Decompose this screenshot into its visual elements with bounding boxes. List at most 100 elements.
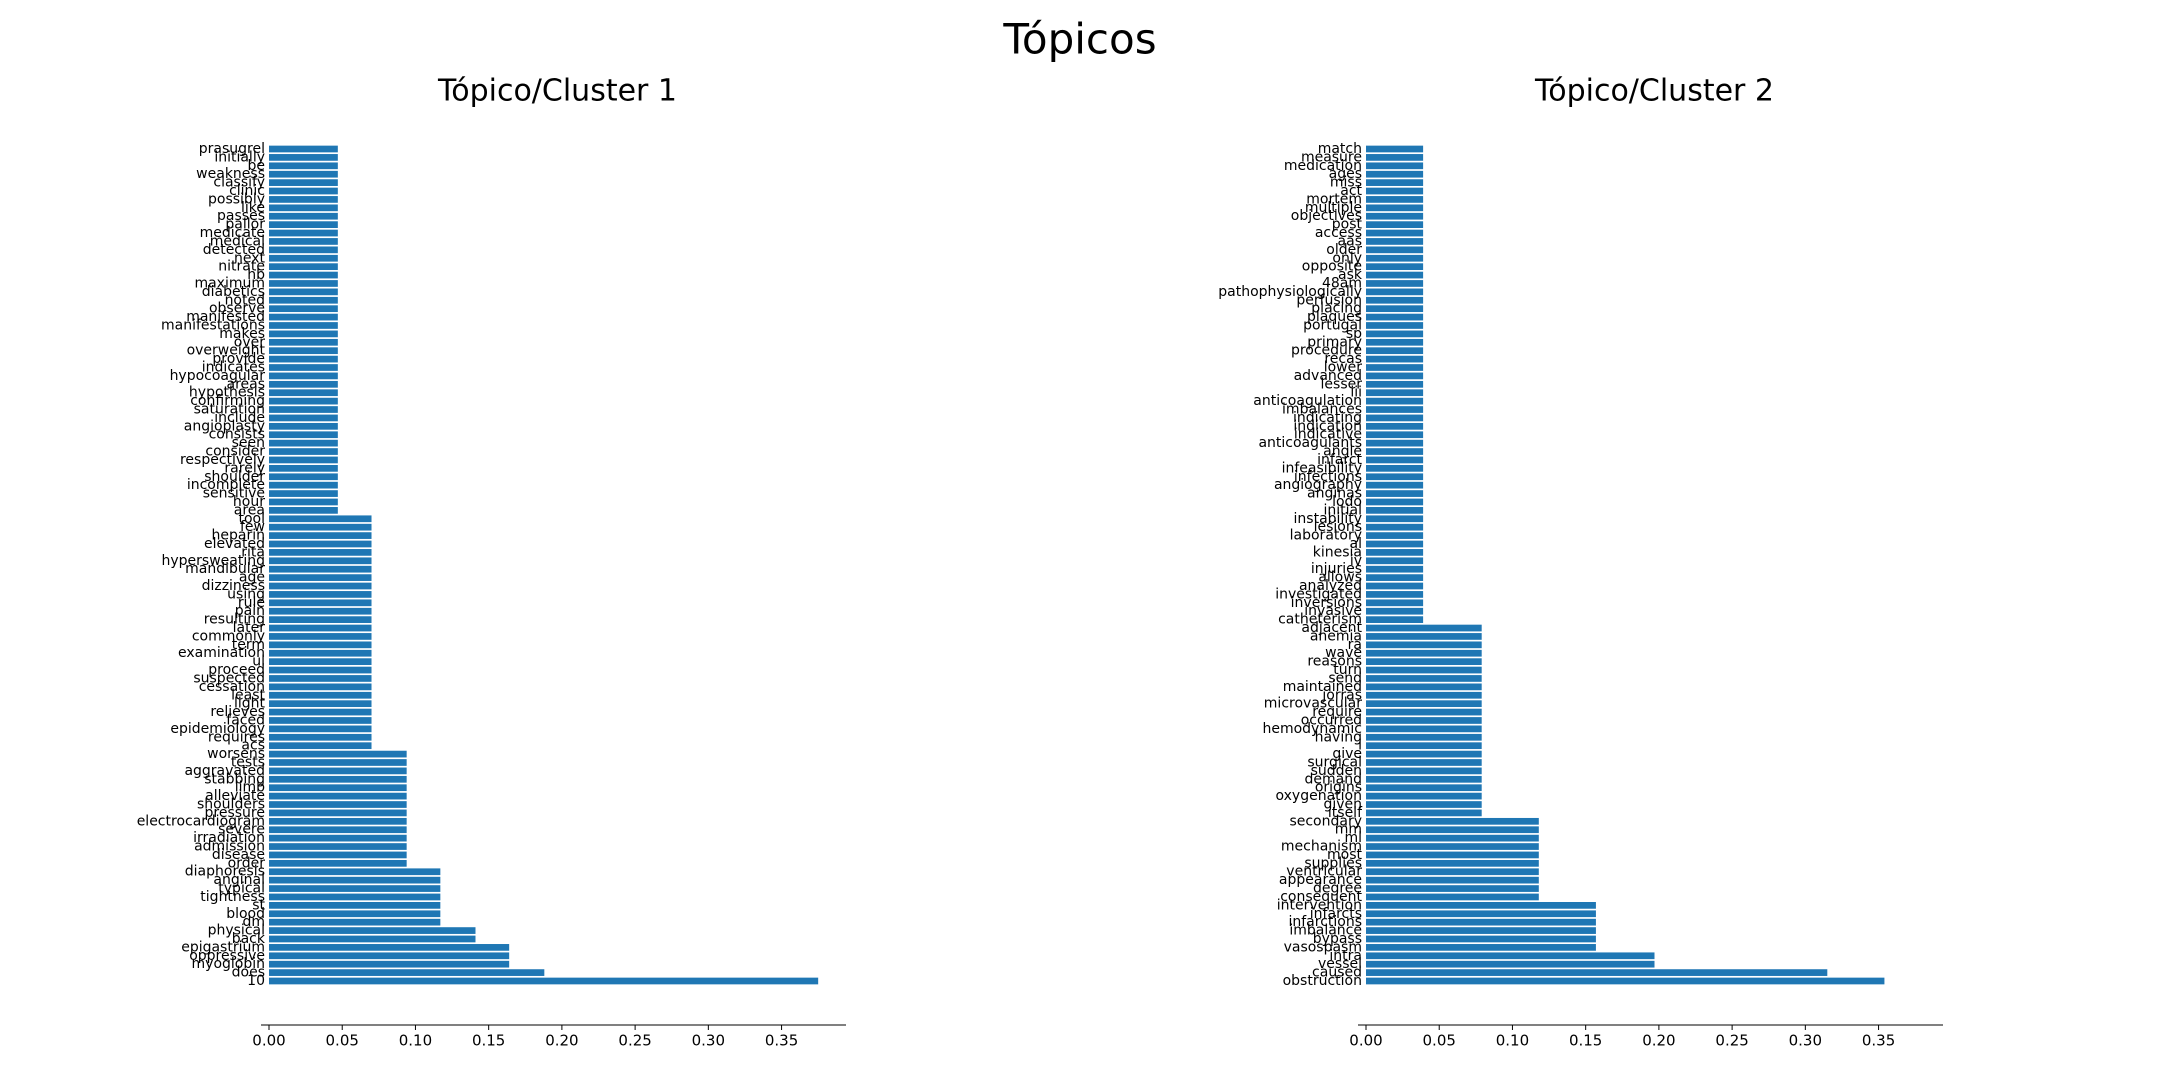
y-tick-label: hypothesis: [189, 385, 265, 401]
bar: [269, 969, 545, 976]
y-tick-label: wave: [1325, 645, 1362, 661]
y-tick-label: match: [1318, 141, 1362, 157]
y-tick-label: angle: [1323, 444, 1362, 460]
bar: [1366, 238, 1424, 245]
y-tick-label: seen: [232, 435, 265, 451]
y-tick-label: anticoagulants: [1258, 435, 1362, 451]
bar: [1366, 969, 1828, 976]
bar: [269, 246, 338, 254]
y-tick-label: measure: [1301, 149, 1362, 165]
y-tick-label: tool: [238, 511, 265, 527]
y-tick-label: confirming: [190, 393, 265, 409]
bar: [1366, 305, 1424, 313]
bar: [269, 927, 476, 934]
y-tick-label: back: [232, 931, 266, 947]
bar: [1366, 691, 1482, 699]
bar: [269, 347, 338, 355]
x-tick-label: 0.25: [1715, 1032, 1748, 1050]
bar: [1366, 280, 1424, 287]
y-tick-label: surgical: [1307, 754, 1362, 770]
bar: [1366, 591, 1424, 598]
bar: [1366, 355, 1424, 363]
bar: [269, 355, 338, 363]
bar: [1366, 179, 1424, 186]
y-tick-label: only: [1332, 250, 1362, 266]
bar: [1366, 910, 1596, 918]
y-tick-label: 10: [247, 973, 265, 989]
bar: [1366, 473, 1424, 481]
bar: [1366, 439, 1424, 447]
y-tick-label: sp: [1346, 326, 1362, 342]
y-tick-label: faced: [226, 712, 265, 728]
bar: [1366, 683, 1482, 691]
bar: [1366, 851, 1539, 859]
y-tick-label: adjacent: [1301, 620, 1362, 636]
chart-title: Tópico/Cluster 1: [437, 74, 677, 109]
y-tick-label: overweight: [187, 343, 266, 359]
y-tick-label: hypersweating: [162, 553, 266, 569]
y-tick-label: over: [234, 334, 265, 350]
y-tick-label: maximum: [194, 275, 265, 291]
y-tick-label: initial: [1324, 502, 1363, 518]
y-tick-label: anemia: [1310, 628, 1362, 644]
y-tick-label: miss: [1330, 175, 1362, 191]
y-tick-label: manifestations: [161, 317, 265, 333]
y-tick-label: proceed: [208, 662, 265, 678]
bar: [269, 792, 407, 800]
y-tick-label: degree: [1313, 881, 1362, 897]
bar: [1366, 641, 1482, 649]
bar: [1366, 364, 1424, 371]
y-tick-label: opposite: [1302, 259, 1362, 275]
y-tick-label: does: [232, 965, 265, 981]
y-tick-label: lodo: [1332, 494, 1362, 510]
bar: [269, 759, 407, 766]
bar: [1366, 977, 1885, 985]
y-tick-label: catheterism: [1278, 612, 1362, 628]
y-tick-label: dizziness: [202, 578, 265, 594]
y-tick-label: irradiation: [193, 830, 265, 846]
bar: [1366, 221, 1424, 228]
figure-title: Tópicos: [1002, 15, 1156, 64]
y-tick-label: requires: [208, 729, 265, 745]
y-tick-label: give: [1332, 746, 1362, 762]
y-tick-label: hb: [247, 267, 265, 283]
bar: [269, 490, 338, 497]
bar: [1366, 633, 1482, 640]
bar: [269, 582, 372, 590]
y-tick-label: aas: [1338, 233, 1362, 249]
bar: [269, 296, 338, 304]
y-tick-label: rule: [238, 595, 265, 611]
bar: [269, 145, 338, 153]
y-tick-label: indication: [1293, 418, 1362, 434]
bar: [269, 540, 372, 548]
bar: [1366, 397, 1424, 405]
bar: [1366, 666, 1482, 674]
bar: [269, 784, 407, 792]
x-tick-label: 0.25: [618, 1032, 651, 1050]
bar: [269, 801, 407, 808]
bar: [1366, 918, 1596, 926]
y-tick-label: kinesia: [1313, 544, 1362, 560]
y-tick-label: ml: [1344, 830, 1362, 846]
y-tick-label: inversions: [1291, 595, 1362, 611]
bar: [269, 549, 372, 556]
y-tick-label: anginas: [1307, 486, 1362, 502]
y-tick-label: manifested: [186, 309, 265, 325]
y-tick-label: possibly: [208, 191, 265, 207]
y-tick-label: physical: [208, 923, 265, 939]
y-tick-label: consider: [205, 444, 265, 460]
bar: [269, 834, 407, 842]
bar: [269, 212, 338, 220]
y-tick-label: injuries: [1311, 561, 1362, 577]
bar: [1366, 868, 1539, 876]
bar: [1366, 338, 1424, 346]
y-tick-label: consequent: [1280, 889, 1362, 905]
y-tick-label: pressure: [205, 805, 265, 821]
bar: [269, 448, 338, 455]
bar: [1366, 733, 1482, 741]
y-tick-label: acs: [241, 738, 265, 754]
y-tick-label: tests: [231, 754, 265, 770]
y-tick-label: shoulders: [197, 797, 265, 813]
y-tick-label: be: [248, 158, 266, 174]
